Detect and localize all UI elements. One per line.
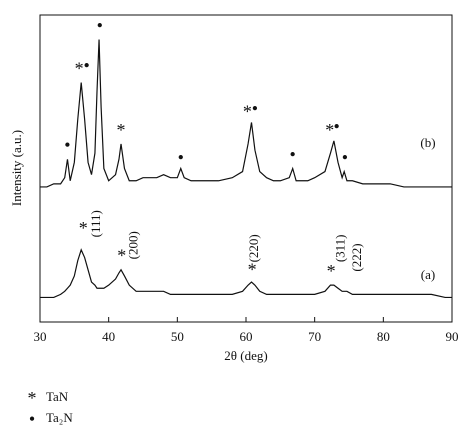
x-tick-label: 80 — [377, 329, 390, 344]
line-series — [40, 248, 452, 299]
x-tick-label: 30 — [34, 329, 47, 344]
annotation: * — [117, 246, 126, 266]
x-tick-label: 60 — [240, 329, 253, 344]
annotation: (222) — [349, 243, 364, 271]
annotation: • — [333, 117, 339, 137]
annotation: * — [75, 58, 84, 78]
legend-label: Ta₂N — [46, 410, 73, 425]
annotation: • — [252, 98, 258, 118]
annotation: * — [79, 218, 88, 238]
annotation: * — [117, 120, 126, 140]
annotation: • — [178, 147, 184, 167]
legend-symbol: * — [28, 388, 37, 408]
annotation: • — [64, 135, 70, 155]
annotation: (b) — [420, 135, 435, 150]
x-tick-label: 70 — [308, 329, 321, 344]
annotation: (111) — [88, 210, 103, 237]
annotation: * — [248, 259, 257, 279]
line-series — [40, 39, 452, 188]
annotation: (311) — [332, 234, 347, 262]
annotation: • — [342, 147, 348, 167]
plot-frame — [39, 14, 453, 323]
annotation: (a) — [421, 267, 435, 282]
x-tick-label: 90 — [446, 329, 459, 344]
annotation: (220) — [246, 234, 261, 262]
annotation: • — [84, 55, 90, 75]
x-axis-label: 2θ (deg) — [224, 348, 267, 363]
annotation: • — [290, 144, 296, 164]
annotation: * — [327, 261, 336, 281]
annotation: * — [243, 101, 252, 121]
y-axis-label: Intensity (a.u.) — [9, 130, 24, 206]
annotation: (200) — [126, 231, 141, 259]
annotation: • — [97, 15, 103, 35]
annotation: * — [325, 120, 334, 140]
legend-label: TaN — [46, 389, 69, 404]
legend-symbol: • — [29, 409, 35, 429]
x-tick-label: 40 — [102, 329, 115, 344]
x-tick-label: 50 — [171, 329, 184, 344]
